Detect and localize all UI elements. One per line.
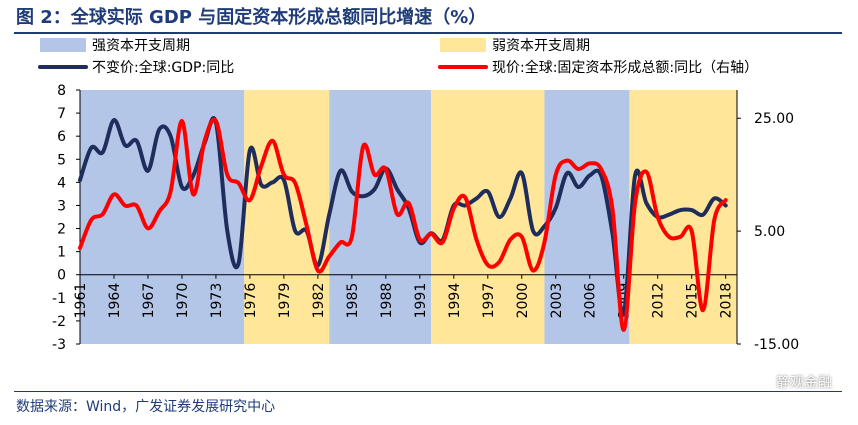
left-tick-label: 4 bbox=[57, 175, 66, 191]
line-chart: -3 -2 -1 0 1 2 3 4 5 6 7 8 -15.00 5.00 25.00 1961 1964 19… bbox=[38, 38, 799, 353]
bottom-rule bbox=[14, 391, 842, 392]
legend-label: 强资本开支周期 bbox=[92, 38, 190, 54]
watermark-text: 静观金融 bbox=[776, 375, 832, 391]
right-tick-label: 25.00 bbox=[754, 111, 794, 127]
x-tick-label: 2018 bbox=[719, 283, 735, 319]
left-tick-label: 2 bbox=[57, 222, 66, 238]
x-tick-label: 1961 bbox=[73, 283, 89, 319]
capital-formation-line bbox=[78, 117, 728, 332]
wechat-icon bbox=[752, 374, 772, 390]
band-weak bbox=[244, 90, 330, 344]
source-note: 数据来源：Wind，广发证券发展研究中心 bbox=[16, 399, 276, 415]
figure-title: 图 2：全球实际 GDP 与固定资本形成总额同比增速（%） bbox=[16, 7, 487, 28]
x-tick-label: 1976 bbox=[243, 283, 259, 319]
left-tick-label: 8 bbox=[57, 83, 66, 99]
left-tick-label: 6 bbox=[57, 129, 66, 145]
x-tick-label: 1997 bbox=[481, 283, 497, 319]
band-weak bbox=[629, 90, 737, 344]
left-tick-label: 3 bbox=[57, 198, 66, 214]
series-lines bbox=[78, 116, 728, 332]
x-tick-label: 2003 bbox=[549, 283, 565, 319]
x-tick-label: 2012 bbox=[651, 283, 667, 319]
x-tick-label: 1973 bbox=[209, 283, 225, 319]
right-tick-label: 5.00 bbox=[754, 224, 785, 240]
x-tick-label: 1994 bbox=[447, 283, 463, 319]
left-tick-label: -3 bbox=[52, 337, 66, 353]
x-tick-label: 1988 bbox=[379, 283, 395, 319]
x-tick-label: 1970 bbox=[175, 283, 191, 319]
x-tick-label: 1982 bbox=[311, 283, 327, 319]
left-tick-label: -1 bbox=[52, 291, 66, 307]
x-tick-label: 1985 bbox=[345, 283, 361, 319]
title-rule bbox=[14, 32, 842, 34]
x-tick-label: 1964 bbox=[107, 283, 123, 319]
left-tick-label: 5 bbox=[57, 152, 66, 168]
left-tick-label: 0 bbox=[57, 268, 66, 284]
legend-swatch-band bbox=[40, 38, 86, 52]
legend-swatch-band bbox=[440, 38, 486, 52]
x-tick-label: 2006 bbox=[583, 283, 599, 319]
x-tick-label: 2000 bbox=[515, 283, 531, 319]
legend-label: 现价:全球:固定资本形成总额:同比（右轴） bbox=[492, 59, 758, 76]
left-tick-label: -2 bbox=[52, 314, 66, 330]
cycle-bands bbox=[80, 90, 737, 344]
legend-label: 不变价:全球:GDP:同比 bbox=[92, 59, 234, 76]
x-tick-label: 2015 bbox=[685, 283, 701, 319]
left-tick-label: 1 bbox=[57, 245, 66, 261]
legend-label: 弱资本开支周期 bbox=[492, 38, 590, 54]
left-tick-label: 7 bbox=[57, 106, 66, 122]
x-tick-label: 1967 bbox=[141, 283, 157, 319]
right-tick-label: -15.00 bbox=[754, 337, 799, 353]
x-tick-label: 1979 bbox=[277, 283, 293, 319]
x-tick-label: 1991 bbox=[413, 283, 429, 319]
watermark: 静观金融 bbox=[752, 372, 832, 392]
